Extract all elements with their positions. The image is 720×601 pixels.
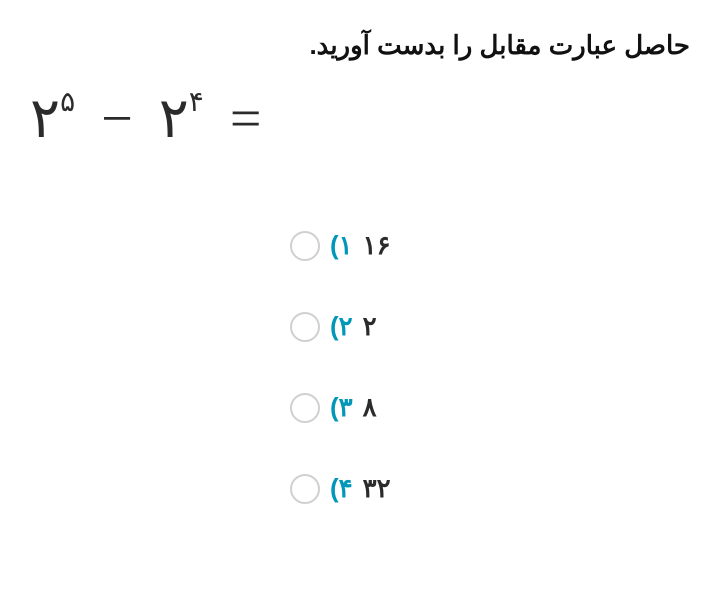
expr-base1: ۲ [30, 91, 60, 147]
option-number: ۲) [330, 311, 353, 342]
expr-exp1: ۵ [60, 87, 75, 118]
expr-base2: ۲ [159, 91, 189, 147]
expr-exp2: ۴ [189, 87, 204, 118]
option-number: ۱) [330, 230, 353, 261]
option-number: ۴) [330, 473, 353, 504]
radio-icon[interactable] [290, 393, 320, 423]
option-4[interactable]: ۴) ۳۲ [290, 473, 690, 504]
option-value: ۳۲ [363, 473, 391, 504]
option-value: ۲ [363, 311, 377, 342]
math-expression: ۲۵ − ۲۴ = [30, 91, 690, 147]
radio-icon[interactable] [290, 312, 320, 342]
option-1[interactable]: ۱) ۱۶ [290, 230, 690, 261]
option-number: ۳) [330, 392, 353, 423]
option-3[interactable]: ۳) ۸ [290, 392, 690, 423]
question-prompt: حاصل عبارت مقابل را بدست آورید. [20, 30, 690, 61]
expr-equals: = [230, 91, 262, 147]
option-value: ۸ [363, 392, 377, 423]
question-container: حاصل عبارت مقابل را بدست آورید. ۲۵ − ۲۴ … [0, 0, 720, 601]
radio-icon[interactable] [290, 231, 320, 261]
options-list: ۱) ۱۶ ۲) ۲ ۳) ۸ ۴) ۳۲ [290, 230, 690, 554]
option-2[interactable]: ۲) ۲ [290, 311, 690, 342]
expr-operator: − [101, 91, 133, 147]
radio-icon[interactable] [290, 474, 320, 504]
option-value: ۱۶ [363, 230, 391, 261]
